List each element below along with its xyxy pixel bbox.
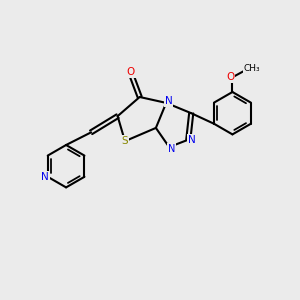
- Text: O: O: [127, 67, 135, 77]
- Text: S: S: [122, 136, 128, 146]
- Text: N: N: [188, 135, 196, 145]
- Text: N: N: [41, 172, 49, 182]
- Text: CH₃: CH₃: [244, 64, 260, 73]
- Text: O: O: [226, 72, 234, 82]
- Text: N: N: [165, 96, 172, 106]
- Text: N: N: [168, 143, 175, 154]
